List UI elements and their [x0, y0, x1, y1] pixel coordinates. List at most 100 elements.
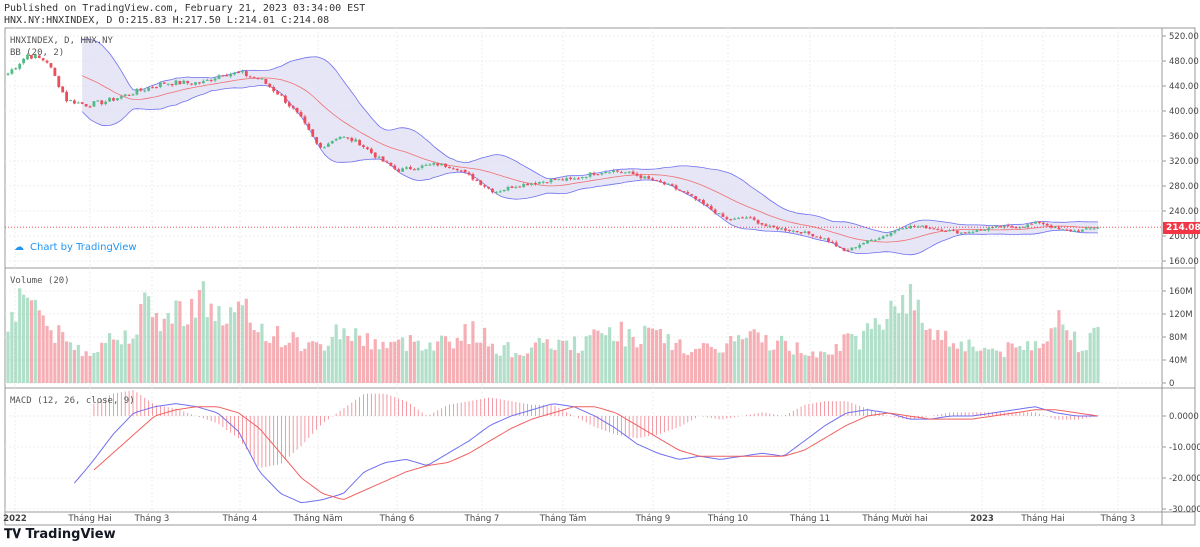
candle-up [1026, 224, 1030, 228]
candle-down [65, 91, 69, 102]
candle-down [307, 123, 311, 130]
candle-down [772, 225, 776, 228]
volume-bar [537, 337, 541, 383]
volume-bar [49, 330, 53, 383]
candle-up [873, 239, 877, 241]
volume-bar [678, 339, 682, 383]
candle-down [963, 232, 967, 234]
volume-bar [377, 349, 381, 383]
volume-bar [287, 342, 291, 383]
candle-up [959, 232, 963, 234]
volume-bar [901, 294, 905, 383]
candle-down [451, 168, 455, 170]
volume-bar [600, 333, 604, 383]
symbol-legend: HNXINDEX, D, HNX.NY [10, 36, 113, 46]
volume-bar [932, 339, 936, 383]
candle-down [358, 139, 362, 146]
volume-bar [623, 346, 627, 383]
volume-bar [709, 346, 713, 383]
candle-down [569, 177, 572, 179]
volume-bar [897, 313, 901, 383]
volume-bar [307, 342, 311, 383]
candle-down [545, 182, 549, 184]
candle-down [483, 185, 487, 187]
candle-up [194, 82, 197, 85]
candle-down [819, 237, 823, 239]
candle-down [799, 232, 803, 234]
volume-bar [572, 336, 577, 383]
volume-bar [6, 331, 10, 383]
candle-up [549, 179, 553, 183]
volume-bar [334, 324, 338, 383]
candle-down [37, 55, 41, 58]
volume-bar [654, 330, 659, 383]
candle-up [22, 58, 26, 64]
candle-down [784, 228, 787, 231]
volume-bar [18, 288, 22, 383]
volume-bar [182, 325, 186, 383]
volume-bar [799, 353, 803, 383]
volume-bar [643, 325, 647, 383]
volume-bar [37, 310, 41, 383]
candle-down [276, 91, 279, 95]
candle-down [647, 176, 651, 179]
volume-bar [342, 328, 346, 383]
volume-bar [412, 341, 416, 383]
volume-bar [885, 318, 889, 383]
candle-down [49, 63, 53, 68]
candle-down [80, 102, 84, 104]
candle-up [342, 136, 346, 138]
volume-bar [615, 341, 620, 383]
candle-down [1014, 227, 1018, 229]
volume-bar [971, 346, 975, 383]
candle-down [1030, 223, 1033, 225]
volume-bar [748, 331, 752, 383]
volume-bar [498, 355, 502, 383]
candle-down [280, 94, 283, 96]
candle-down [448, 166, 451, 169]
volume-bar [190, 298, 194, 383]
volume-bar [697, 348, 702, 383]
volume-bar [701, 343, 706, 383]
volume-bar [705, 343, 709, 383]
volume-bar [936, 330, 940, 383]
volume-bar [846, 333, 850, 383]
candle-down [518, 186, 522, 188]
candle-down [264, 78, 268, 84]
volume-bar [381, 341, 385, 383]
candle-up [854, 247, 858, 249]
candle-down [760, 223, 764, 225]
candle-up [260, 78, 264, 80]
candle-down [596, 174, 600, 176]
volume-bar [736, 335, 741, 383]
volume-bar [834, 344, 838, 383]
volume-bar [580, 350, 584, 383]
x-tick-label: Tháng 7 [464, 514, 500, 524]
x-tick-label: Tháng 6 [379, 514, 415, 524]
ohlc-line: HNX.NY:HNXINDEX, D O:215.83 H:217.50 L:2… [4, 15, 330, 26]
chart-by-tradingview-link[interactable]: ☁ Chart by TradingView [14, 242, 137, 253]
x-tick-label: Tháng Tám [539, 514, 587, 524]
volume-bar [123, 330, 127, 383]
candle-down [674, 185, 678, 190]
candle-down [1049, 225, 1053, 228]
candle-down [561, 179, 565, 181]
volume-bar [1096, 326, 1100, 383]
volume-bar [225, 323, 229, 383]
candle-down [311, 129, 315, 137]
volume-bar [951, 343, 956, 383]
volume-bar [100, 342, 104, 383]
volume-bar [842, 334, 846, 383]
y-tick-label: -10.0000 [1169, 443, 1200, 453]
volume-bar [760, 342, 764, 383]
candle-up [377, 156, 381, 158]
volume-bar [346, 335, 350, 383]
candle-down [725, 217, 729, 220]
volume-bar [1041, 343, 1045, 383]
candle-down [155, 87, 158, 89]
volume-bar [459, 340, 463, 383]
candle-up [897, 229, 901, 231]
candle-down [459, 170, 463, 172]
candle-down [631, 171, 635, 175]
